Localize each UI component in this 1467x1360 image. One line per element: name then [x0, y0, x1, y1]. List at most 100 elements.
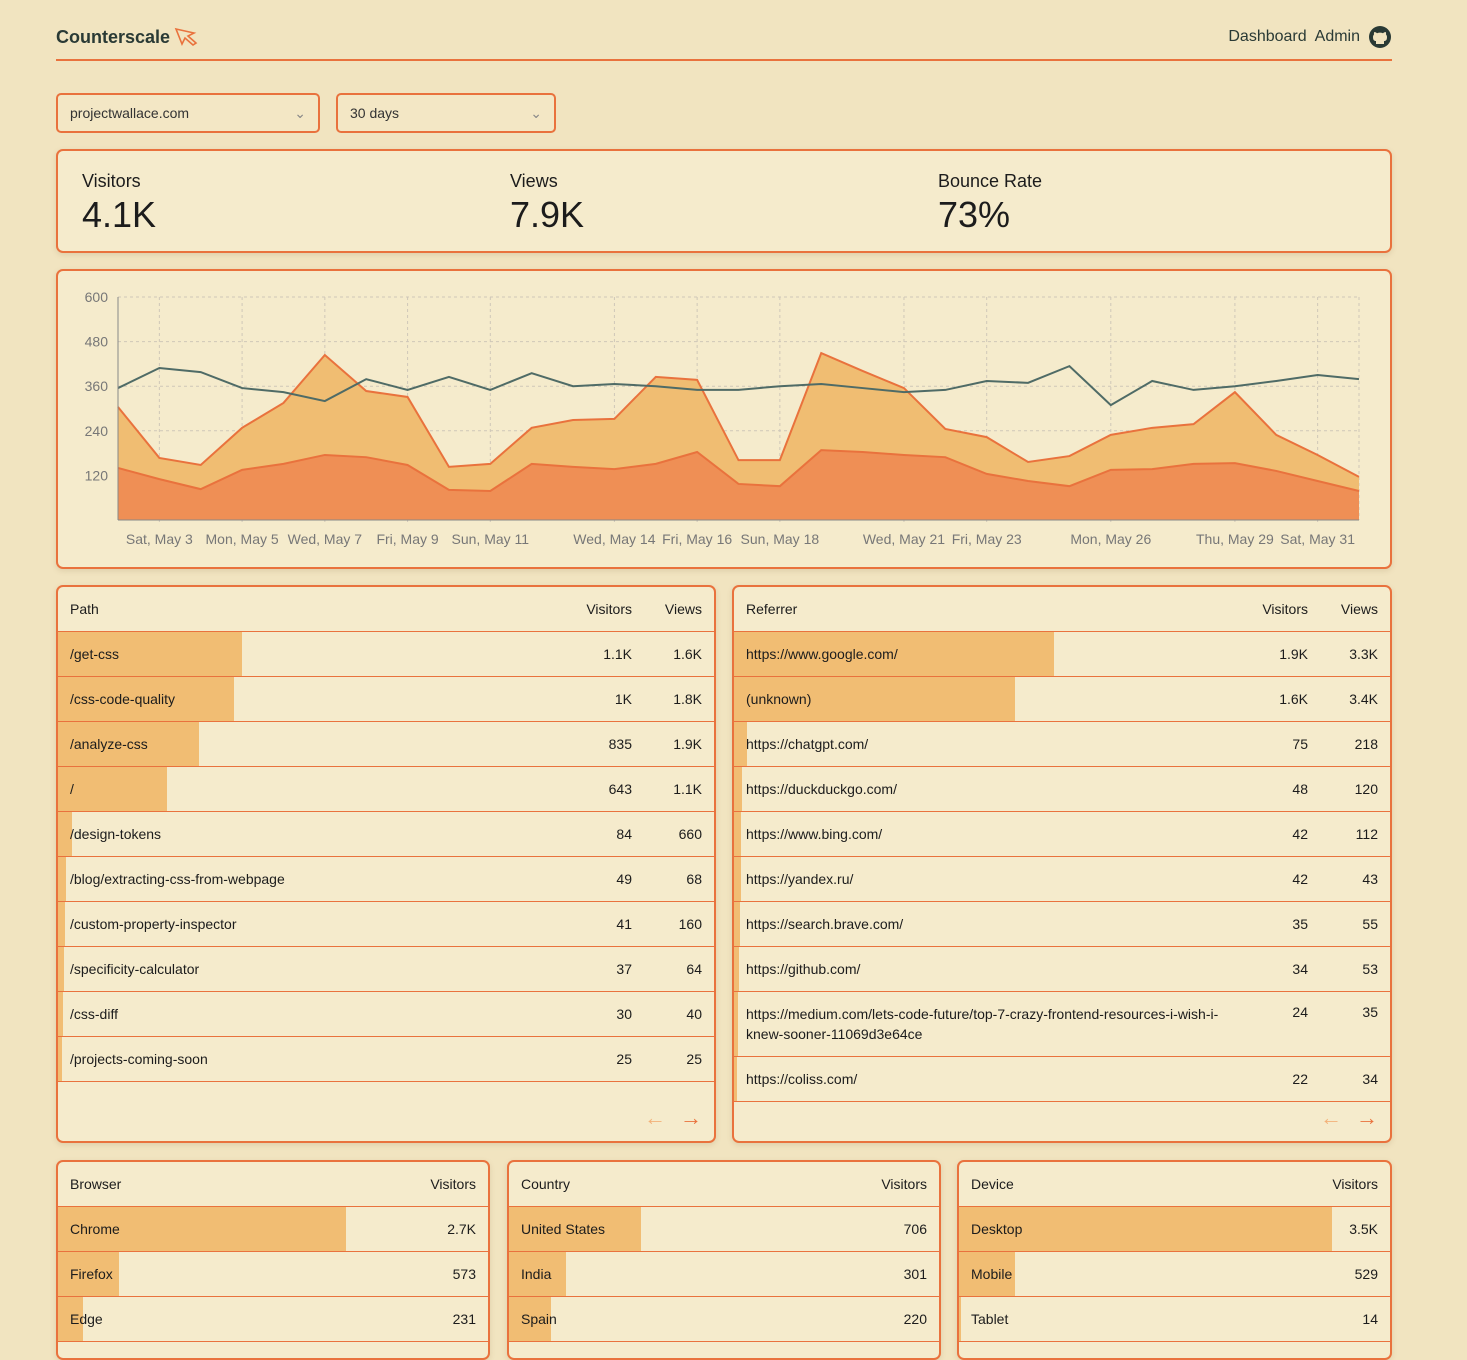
share-bar — [58, 1252, 120, 1296]
table-row[interactable]: https://yandex.ru/42 43 — [734, 857, 1390, 902]
x-tick-label: Sun, May 11 — [452, 531, 530, 547]
column-header[interactable]: Referrer — [746, 601, 798, 617]
table-row[interactable]: Mobile 529 — [959, 1252, 1390, 1297]
cell-label[interactable]: / — [70, 781, 74, 797]
table-row[interactable]: /css-code-quality 1K 1.8K — [58, 677, 714, 722]
cell-label[interactable]: Desktop — [971, 1221, 1023, 1237]
table-header: Country Visitors — [509, 1162, 939, 1207]
referrers-table: Referrer Visitors Views https://www.google.… — [732, 585, 1392, 1143]
table-row[interactable]: Edge 231 — [58, 1297, 488, 1342]
cell-label[interactable]: Edge — [70, 1311, 103, 1327]
table-row[interactable]: /projects-coming-soon 25 25 — [58, 1037, 714, 1082]
site-select-value: projectwallace.com — [70, 105, 190, 121]
cell-value: 40 — [686, 1006, 702, 1022]
cell-value: 55 — [1362, 916, 1378, 932]
nav-admin[interactable]: Admin — [1314, 28, 1360, 45]
table-row[interactable]: https://coliss.com/22 34 — [734, 1057, 1390, 1102]
cell-label[interactable]: https://github.com/ — [746, 961, 861, 977]
table-row[interactable]: /blog/extracting-css-from-webpage 49 68 — [58, 857, 714, 902]
prev-page-button[interactable]: ← — [644, 1105, 666, 1130]
range-select-value: 30 days — [350, 105, 400, 121]
table-row[interactable]: https://www.google.com/1.9K 3.3K — [734, 632, 1390, 677]
cell-label[interactable]: /get-css — [70, 646, 120, 662]
nav-dashboard[interactable]: Dashboard — [1228, 28, 1307, 45]
github-icon[interactable] — [1368, 25, 1392, 49]
table-row[interactable]: Chrome 2.7K — [58, 1207, 488, 1252]
share-bar — [509, 1252, 566, 1296]
devices-table: Device Visitors Desktop 3.5K Mobile 529 Tablet… — [957, 1160, 1392, 1360]
column-header[interactable]: Path — [70, 601, 99, 617]
next-page-button[interactable]: → — [1356, 1105, 1378, 1130]
table-row[interactable]: Firefox 573 — [58, 1252, 488, 1297]
column-header[interactable]: Visitors — [586, 601, 632, 617]
next-page-button[interactable]: → — [680, 1105, 702, 1130]
table-row[interactable]: /get-css 1.1K 1.6K — [58, 632, 714, 677]
column-header[interactable]: Visitors — [881, 1176, 927, 1192]
table-row[interactable]: /specificity-calculator 37 64 — [58, 947, 714, 992]
cell-label[interactable]: Mobile — [971, 1266, 1013, 1282]
cell-label[interactable]: /design-tokens — [70, 826, 162, 842]
range-select[interactable]: 30 days ⌄ — [336, 93, 556, 133]
cell-label[interactable]: Tablet — [971, 1311, 1009, 1327]
column-header[interactable]: Visitors — [430, 1176, 476, 1192]
column-header[interactable]: Device — [971, 1176, 1014, 1192]
site-select[interactable]: projectwallace.com ⌄ — [56, 93, 320, 133]
share-bar — [509, 1207, 642, 1251]
cell-label[interactable]: United States — [521, 1221, 606, 1237]
table-row[interactable]: https://medium.com/lets-code-future/top-… — [734, 992, 1390, 1057]
share-bar — [58, 722, 200, 766]
cell-label[interactable]: https://search.brave.com/ — [746, 916, 904, 932]
table-row[interactable]: / 643 1.1K — [58, 767, 714, 812]
cell-label[interactable]: /analyze-css — [70, 736, 148, 752]
table-row[interactable]: https://search.brave.com/35 55 — [734, 902, 1390, 947]
column-header[interactable]: Visitors — [1262, 601, 1308, 617]
table-row[interactable]: /css-diff 30 40 — [58, 992, 714, 1037]
x-tick-label: Sun, May 18 — [741, 531, 820, 547]
column-header[interactable]: Views — [1340, 601, 1378, 617]
table-row[interactable]: https://github.com/34 53 — [734, 947, 1390, 992]
column-header[interactable]: Browser — [70, 1176, 122, 1192]
cell-label[interactable]: Spain — [521, 1311, 557, 1327]
paths-table: Path Visitors Views/get-css 1.1K 1.6K/css-co… — [56, 585, 716, 1143]
cell-label[interactable]: Firefox — [70, 1266, 113, 1282]
y-tick-label: 600 — [85, 289, 109, 305]
table-row[interactable]: /analyze-css 835 1.9K — [58, 722, 714, 767]
table-row[interactable]: (unknown) 1.6K 3.4K — [734, 677, 1390, 722]
cell-label[interactable]: /blog/extracting-css-from-webpage — [70, 871, 285, 887]
table-row[interactable]: /custom-property-inspector 41 160 — [58, 902, 714, 947]
table-row[interactable]: Spain 220 — [509, 1297, 939, 1342]
stats-card: Visitors 4.1K Views 7.9K Bounce Rate 73% — [56, 149, 1392, 253]
cell-label[interactable]: /css-diff — [70, 1006, 118, 1022]
cell-label[interactable]: /projects-coming-soon — [70, 1051, 208, 1067]
cell-value: 37 — [616, 961, 632, 977]
table-row[interactable]: India 301 — [509, 1252, 939, 1297]
brand[interactable]: Counterscale — [56, 27, 198, 48]
cell-label[interactable]: https://www.bing.com/ — [746, 826, 883, 842]
cell-label[interactable]: https://coliss.com/ — [746, 1071, 858, 1087]
table-row[interactable]: https://duckduckgo.com/48 120 — [734, 767, 1390, 812]
cell-label[interactable]: https://medium.com/lets-code-future/top-… — [746, 1006, 1219, 1042]
cell-label[interactable]: /css-code-quality — [70, 691, 176, 707]
table-row[interactable]: United States 706 — [509, 1207, 939, 1252]
column-header[interactable]: Visitors — [1332, 1176, 1378, 1192]
cell-label[interactable]: /specificity-calculator — [70, 961, 200, 977]
table-row[interactable]: Desktop 3.5K — [959, 1207, 1390, 1252]
table-row[interactable]: https://chatgpt.com/75 218 — [734, 722, 1390, 767]
share-bar — [959, 1297, 961, 1341]
column-header[interactable]: Country — [521, 1176, 571, 1192]
prev-page-button[interactable]: ← — [1320, 1105, 1342, 1130]
cell-label[interactable]: https://duckduckgo.com/ — [746, 781, 897, 797]
cell-label[interactable]: https://www.google.com/ — [746, 646, 898, 662]
table-header: Device Visitors — [959, 1162, 1390, 1207]
column-header[interactable]: Views — [664, 601, 702, 617]
cell-label[interactable]: (unknown) — [746, 691, 812, 707]
cell-label[interactable]: https://chatgpt.com/ — [746, 736, 869, 752]
table-row[interactable]: /design-tokens 84 660 — [58, 812, 714, 857]
share-bar — [734, 767, 742, 811]
table-row[interactable]: Tablet 14 — [959, 1297, 1390, 1342]
table-row[interactable]: https://www.bing.com/42 112 — [734, 812, 1390, 857]
cell-label[interactable]: India — [521, 1266, 552, 1282]
cell-label[interactable]: /custom-property-inspector — [70, 916, 237, 932]
cell-label[interactable]: Chrome — [70, 1221, 120, 1237]
cell-label[interactable]: https://yandex.ru/ — [746, 871, 854, 887]
